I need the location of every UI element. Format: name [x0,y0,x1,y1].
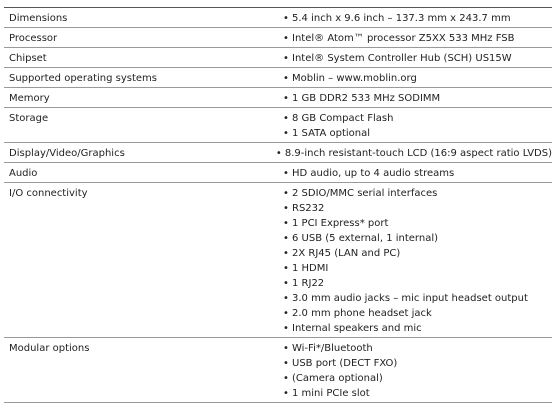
spec-item: 5.4 inch x 9.6 inch – 137.3 mm x 243.7 m… [283,11,552,26]
spec-row: Audio HD audio, up to 4 audio streams [4,163,552,183]
spec-label: Supported operating systems [9,73,157,84]
spec-label: Chipset [9,53,47,64]
spec-item: 1 RJ22 [283,276,552,291]
spec-item: 2X RJ45 (LAN and PC) [283,246,552,261]
spec-item: RS232 [283,201,552,216]
spec-item: 3.0 mm audio jacks – mic input headset o… [283,291,552,306]
spec-label: Dimensions [9,13,68,24]
spec-item: 1 mini PCIe slot [283,386,552,401]
spec-item: (Camera optional) [283,371,552,386]
spec-table: Dimensions 5.4 inch x 9.6 inch – 137.3 mm… [4,7,552,403]
spec-item: 8 GB Compact Flash [283,111,552,126]
spec-item: 2.0 mm phone headset jack [283,306,552,321]
spec-row: Dimensions 5.4 inch x 9.6 inch – 137.3 mm… [4,8,552,28]
spec-row: Storage 8 GB Compact Flash1 SATA optional [4,108,552,143]
spec-values: 5.4 inch x 9.6 inch – 137.3 mm x 243.7 m… [283,11,552,26]
spec-item: 2 SDIO/MMC serial interfaces [283,186,552,201]
spec-label: Processor [9,33,58,44]
spec-label: I/O connectivity [9,188,88,199]
spec-label: Audio [9,168,38,179]
spec-item: Moblin – www.moblin.org [283,71,552,86]
spec-item: 1 HDMI [283,261,552,276]
spec-item: 1 SATA optional [283,126,552,141]
spec-label: Display/Video/Graphics [9,148,125,159]
spec-values: Intel® Atom™ processor Z5XX 533 MHz FSB [283,31,552,46]
spec-row: Display/Video/Graphics 8.9-inch resistant… [4,143,552,163]
spec-item: 1 GB DDR2 533 MHz SODIMM [283,91,552,106]
spec-values: Moblin – www.moblin.org [283,71,552,86]
spec-item: 6 USB (5 external, 1 internal) [283,231,552,246]
spec-values: 2 SDIO/MMC serial interfacesRS2321 PCI E… [283,186,552,336]
spec-item: Wi-Fi*/Bluetooth [283,341,552,356]
spec-row: Chipset Intel® System Controller Hub (SCH… [4,48,552,68]
spec-row: Modular options Wi-Fi*/BluetoothUSB port … [4,338,552,403]
spec-item: USB port (DECT FXO) [283,356,552,371]
spec-label: Memory [9,93,50,104]
spec-values: HD audio, up to 4 audio streams [283,166,552,181]
spec-row: Supported operating systems Moblin – www.… [4,68,552,88]
spec-values: Intel® System Controller Hub (SCH) US15W [283,51,552,66]
spec-item: HD audio, up to 4 audio streams [283,166,552,181]
spec-values: 8 GB Compact Flash1 SATA optional [283,111,552,141]
spec-item: Intel® System Controller Hub (SCH) US15W [283,51,552,66]
spec-values: 8.9-inch resistant-touch LCD (16:9 aspec… [276,146,552,161]
spec-values: 1 GB DDR2 533 MHz SODIMM [283,91,552,106]
spec-row: I/O connectivity 2 SDIO/MMC serial interf… [4,183,552,338]
spec-item: 8.9-inch resistant-touch LCD (16:9 aspec… [276,146,552,161]
spec-values: Wi-Fi*/BluetoothUSB port (DECT FXO)(Came… [283,341,552,401]
spec-item: Intel® Atom™ processor Z5XX 533 MHz FSB [283,31,552,46]
spec-item: 1 PCI Express* port [283,216,552,231]
spec-item: Internal speakers and mic [283,321,552,336]
spec-label: Modular options [9,343,90,354]
spec-row: Memory 1 GB DDR2 533 MHz SODIMM [4,88,552,108]
spec-row: Processor Intel® Atom™ processor Z5XX 533… [4,28,552,48]
spec-label: Storage [9,113,49,124]
